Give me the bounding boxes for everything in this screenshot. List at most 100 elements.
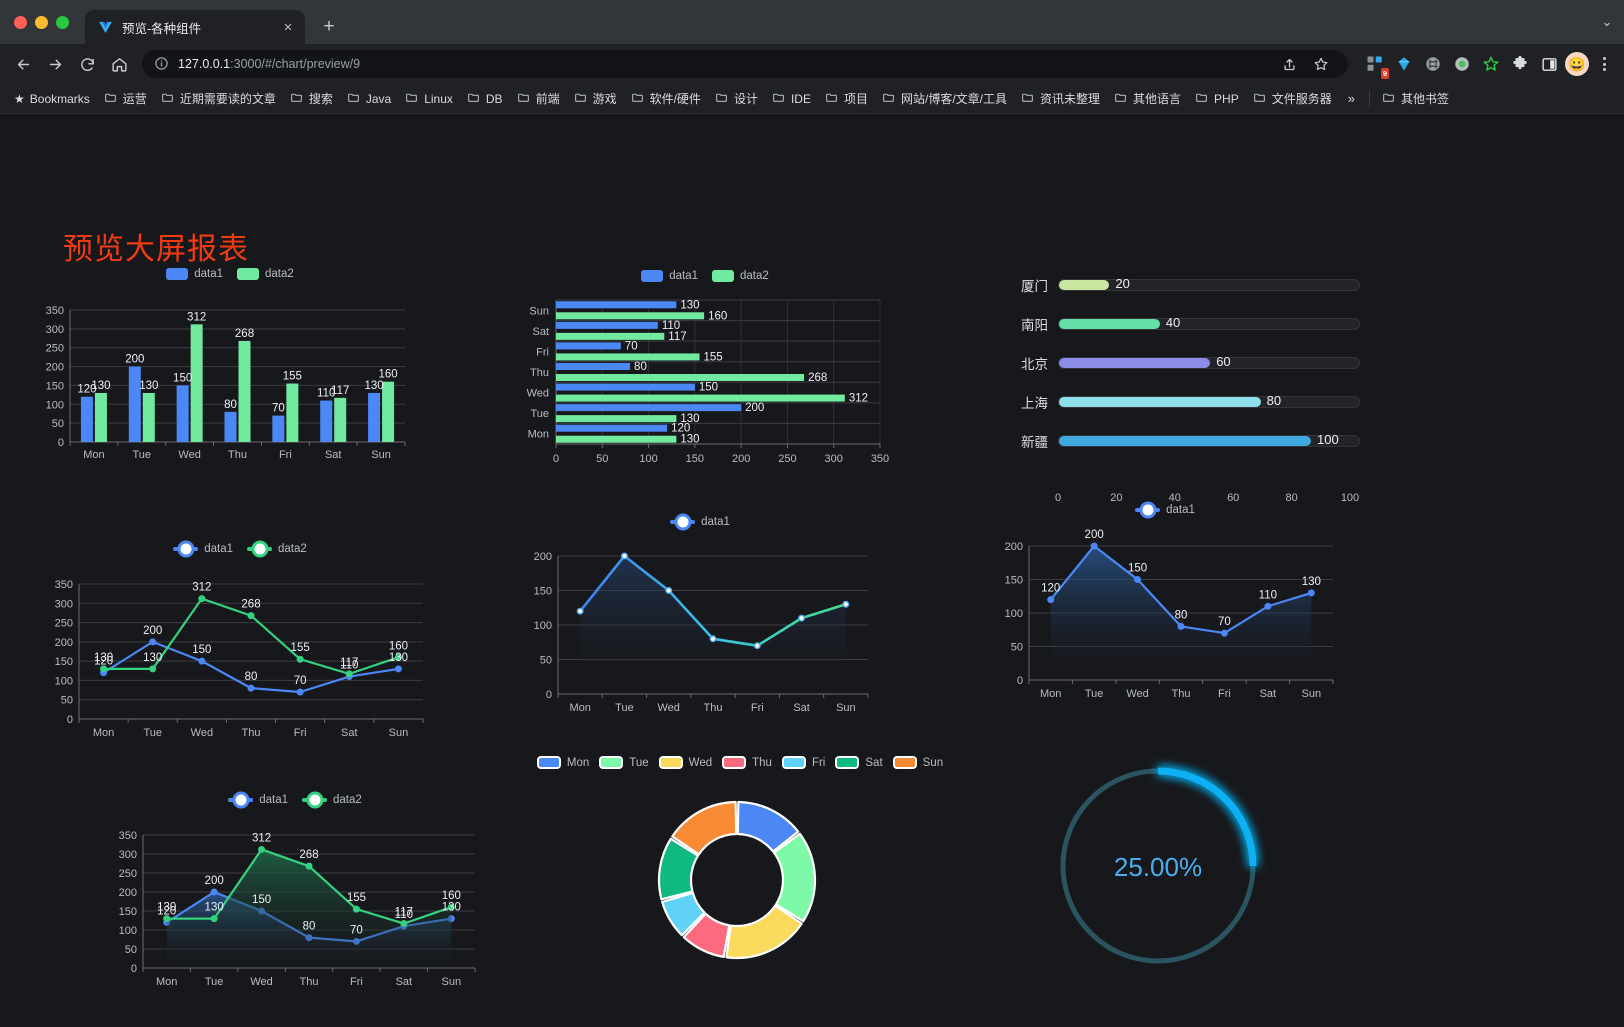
maximize-window-button[interactable] bbox=[56, 15, 69, 29]
legend-item[interactable]: data2 bbox=[302, 794, 362, 806]
share-icon[interactable] bbox=[1274, 49, 1304, 79]
svg-text:150: 150 bbox=[686, 453, 704, 465]
legend-item[interactable]: data1 bbox=[228, 794, 288, 806]
bookmarks-root[interactable]: ★ Bookmarks bbox=[8, 89, 96, 109]
bookmark-label: 网站/博客/文章/工具 bbox=[900, 92, 1007, 106]
folder-icon bbox=[772, 91, 786, 107]
folder-icon bbox=[631, 91, 645, 107]
bookmark-folder[interactable]: Java bbox=[341, 88, 397, 110]
puzzle-extensions-icon[interactable] bbox=[1507, 51, 1533, 77]
legend-item[interactable]: Mon bbox=[536, 756, 589, 769]
svg-text:155: 155 bbox=[291, 642, 310, 654]
svg-text:268: 268 bbox=[808, 372, 827, 384]
donut-slice[interactable] bbox=[657, 837, 700, 901]
legend-item[interactable]: data1 bbox=[641, 270, 698, 282]
diamond-extension-icon[interactable] bbox=[1391, 51, 1417, 77]
donut-slice[interactable] bbox=[736, 800, 800, 853]
svg-text:150: 150 bbox=[699, 382, 718, 394]
chevron-down-icon[interactable]: ⌄ bbox=[1601, 14, 1613, 29]
legend-swatch bbox=[536, 756, 561, 769]
progress-track[interactable]: 20 bbox=[1058, 276, 1360, 291]
forward-button[interactable] bbox=[40, 49, 70, 79]
side-panel-icon[interactable] bbox=[1536, 51, 1562, 77]
donut-slice[interactable] bbox=[661, 891, 706, 937]
profile-avatar[interactable]: 😀 bbox=[1565, 52, 1589, 76]
legend-item[interactable]: data1 bbox=[1135, 504, 1195, 516]
close-icon[interactable]: × bbox=[283, 18, 293, 36]
star-outline-icon[interactable] bbox=[1306, 49, 1336, 79]
progress-track[interactable]: 100 bbox=[1058, 432, 1360, 447]
new-tab-button[interactable]: + bbox=[323, 16, 335, 37]
bookmark-folder[interactable]: 文件服务器 bbox=[1247, 87, 1338, 110]
bookmark-label: IDE bbox=[790, 91, 811, 106]
bookmark-folder[interactable]: Linux bbox=[399, 88, 459, 110]
progress-track[interactable]: 80 bbox=[1058, 393, 1360, 408]
maze-extension-icon[interactable] bbox=[1420, 51, 1446, 77]
browser-menu-button[interactable] bbox=[1592, 51, 1616, 77]
legend-item[interactable]: Sun bbox=[892, 756, 943, 769]
bookmarks-overflow-button[interactable]: » bbox=[1347, 91, 1355, 106]
svg-text:110: 110 bbox=[395, 909, 413, 921]
donut-slice[interactable] bbox=[682, 912, 731, 958]
bookmark-folder[interactable]: DB bbox=[461, 88, 509, 110]
legend-item[interactable]: data1 bbox=[166, 268, 223, 280]
legend-item[interactable]: Fri bbox=[781, 756, 825, 769]
bookmark-folder[interactable]: 项目 bbox=[819, 87, 874, 110]
other-bookmarks-folder[interactable]: 其他书签 bbox=[1376, 87, 1455, 110]
bookmark-folder[interactable]: 设计 bbox=[709, 87, 764, 110]
svg-text:0: 0 bbox=[546, 689, 552, 701]
progress-value: 100 bbox=[1317, 432, 1339, 447]
bookmark-folder[interactable]: 资讯未整理 bbox=[1015, 87, 1106, 110]
green-circle-extension-icon[interactable] bbox=[1449, 51, 1475, 77]
bookmark-folder[interactable]: IDE bbox=[766, 88, 817, 110]
chart-legend: data1 data2 bbox=[510, 270, 900, 282]
close-window-button[interactable] bbox=[14, 15, 27, 29]
svg-text:300: 300 bbox=[825, 453, 843, 465]
gradient-line-chart: data1 0 50 100 150 200 Mon Tue bbox=[510, 514, 890, 729]
donut-slice[interactable] bbox=[671, 800, 738, 856]
svg-text:117: 117 bbox=[331, 385, 349, 397]
progress-track[interactable]: 60 bbox=[1058, 354, 1360, 369]
legend-item[interactable]: Tue bbox=[599, 756, 649, 769]
legend-item[interactable]: Sat bbox=[835, 756, 883, 769]
bookmark-folder[interactable]: 前端 bbox=[511, 87, 566, 110]
home-button[interactable] bbox=[104, 49, 134, 79]
folder-icon bbox=[1195, 91, 1209, 107]
svg-text:100: 100 bbox=[1005, 608, 1023, 620]
bookmark-folder[interactable]: 搜索 bbox=[284, 87, 339, 110]
bookmark-folder[interactable]: 近期需要读的文章 bbox=[155, 87, 282, 110]
folder-icon bbox=[1114, 91, 1128, 107]
svg-text:100: 100 bbox=[55, 675, 73, 687]
green-star-extension-icon[interactable] bbox=[1478, 51, 1504, 77]
legend-item[interactable]: data1 bbox=[173, 543, 233, 555]
bookmark-folder[interactable]: 游戏 bbox=[568, 87, 623, 110]
svg-text:130: 130 bbox=[157, 902, 176, 914]
bookmark-label: 运营 bbox=[122, 92, 147, 106]
legend-item[interactable]: Thu bbox=[722, 756, 772, 769]
minimize-window-button[interactable] bbox=[35, 15, 48, 29]
donut-slice[interactable] bbox=[772, 832, 817, 923]
donut-slice[interactable] bbox=[725, 904, 803, 960]
progress-track[interactable]: 40 bbox=[1058, 315, 1360, 330]
bookmark-folder[interactable]: PHP bbox=[1189, 88, 1245, 110]
back-button[interactable] bbox=[8, 49, 38, 79]
svg-text:130: 130 bbox=[364, 380, 383, 392]
bookmark-folder[interactable]: 其他语言 bbox=[1108, 87, 1187, 110]
address-bar[interactable]: 127.0.0.1:3000/#/chart/preview/9 bbox=[142, 50, 1348, 78]
svg-text:Wed: Wed bbox=[250, 976, 272, 988]
legend-label: data2 bbox=[265, 268, 294, 280]
legend-item[interactable]: data2 bbox=[237, 268, 294, 280]
legend-item[interactable]: data1 bbox=[670, 516, 730, 528]
bookmark-label: 前端 bbox=[535, 92, 560, 106]
reload-button[interactable] bbox=[72, 49, 102, 79]
grid-extension-icon[interactable]: 9 bbox=[1362, 51, 1389, 79]
legend-item[interactable]: data2 bbox=[247, 543, 307, 555]
legend-item[interactable]: data2 bbox=[712, 270, 769, 282]
bookmark-folder[interactable]: 网站/博客/文章/工具 bbox=[876, 87, 1013, 110]
info-circle-icon[interactable] bbox=[154, 56, 170, 72]
svg-text:Mon: Mon bbox=[93, 727, 114, 739]
bookmark-folder[interactable]: 运营 bbox=[98, 87, 153, 110]
tab-preview-components[interactable]: 预览-各种组件 × bbox=[85, 10, 305, 44]
bookmark-folder[interactable]: 软件/硬件 bbox=[625, 87, 707, 110]
legend-item[interactable]: Wed bbox=[658, 756, 712, 769]
